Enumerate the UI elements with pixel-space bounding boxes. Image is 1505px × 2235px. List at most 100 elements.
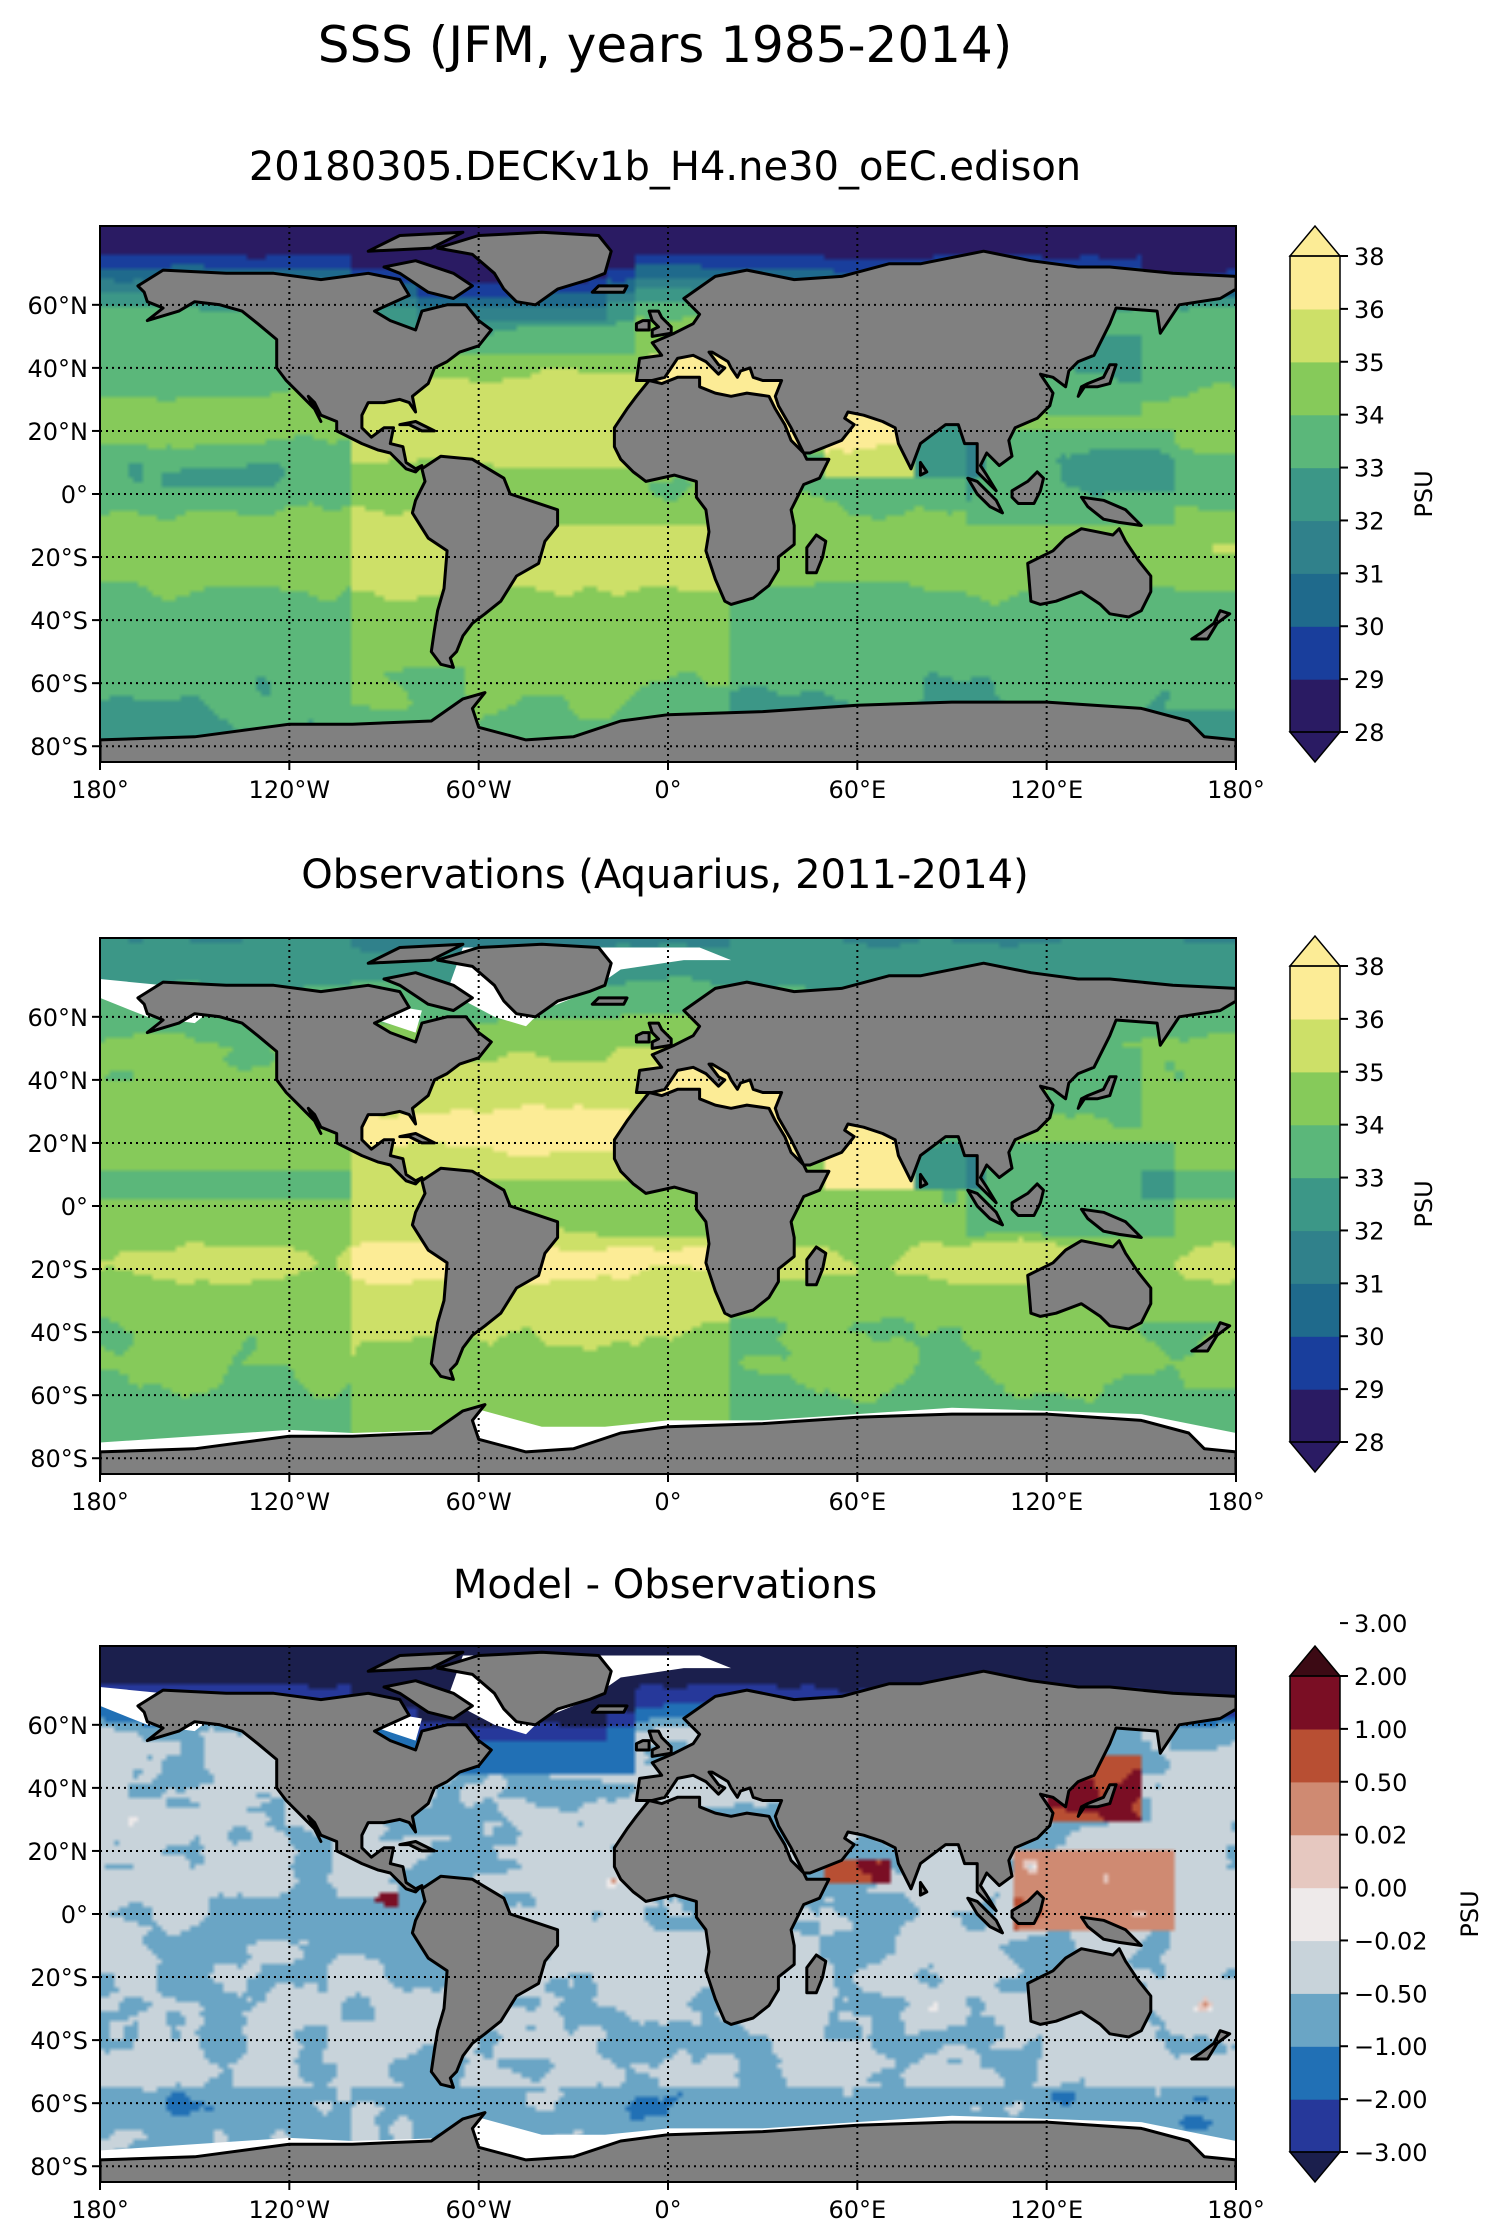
colorbar-band — [1290, 1993, 1340, 2047]
x-tick-label: 0° — [654, 1488, 681, 1516]
x-tick-label: 120°E — [1010, 1488, 1083, 1516]
colorbar-label: PSU — [1410, 470, 1438, 517]
land-madagascar — [805, 1245, 828, 1287]
x-tick-label: 60°W — [446, 776, 512, 804]
land-south-america — [410, 1166, 560, 1381]
colorbar-band — [1290, 1177, 1340, 1232]
x-tick-label: 60°W — [446, 1488, 512, 1516]
land-ellesmere — [366, 1650, 465, 1673]
colorbar-tick-label: 34 — [1354, 402, 1385, 430]
colorbar-tick-label: −0.50 — [1354, 1980, 1428, 2008]
colorbar-obs: 28 29 30 31 32 33 34 35 36 38 PSU — [1288, 934, 1438, 1474]
colorbar-band — [1290, 2046, 1340, 2100]
land-australia — [1026, 527, 1153, 619]
x-tick-label: 180° — [1207, 776, 1265, 804]
colorbar-band — [1290, 626, 1340, 680]
colorbar-extend-min — [1288, 1441, 1342, 1474]
figure-title: SSS (JFM, years 1985-2014) — [318, 16, 1013, 74]
colorbar-tick-label: 28 — [1354, 719, 1385, 747]
panel-title: 20180305.DECKv1b_H4.ne30_oEC.edison — [249, 144, 1081, 190]
land-borneo — [1010, 1890, 1045, 1925]
land-ellesmere — [366, 942, 465, 965]
land-australia — [1026, 1947, 1153, 2039]
land-iceland — [590, 996, 629, 1006]
land-baffin — [382, 971, 474, 1012]
y-tick-label: 60°N — [28, 1004, 89, 1032]
land-north-america — [136, 268, 493, 474]
land-layer — [100, 1650, 1236, 2182]
land-sri-lanka — [918, 461, 929, 477]
colorbar-band — [1290, 256, 1340, 310]
colorbar-band — [1290, 679, 1340, 733]
y-tick-label: 0° — [61, 1193, 88, 1221]
y-tick-label: 40°N — [28, 1067, 89, 1095]
land-greenland — [436, 230, 613, 307]
y-tick-label: 0° — [61, 481, 88, 509]
land-iceland — [590, 284, 629, 294]
y-tick-label: 40°S — [30, 1319, 88, 1347]
land-britain — [647, 1021, 673, 1050]
land-ellesmere — [366, 230, 465, 253]
colorbar-band — [1290, 1071, 1340, 1126]
land-new-guinea — [1079, 1915, 1143, 1947]
colorbar-tick-label: 0.00 — [1354, 1875, 1407, 1903]
y-tick-label: 60°S — [30, 670, 88, 698]
land-new-guinea — [1079, 1207, 1143, 1239]
land-south-america — [410, 454, 560, 669]
panel-diff: Model - Observations 180° 120°W 60°W 0° 60°E 1… — [28, 1562, 1485, 2224]
colorbar-extend-max — [1288, 934, 1342, 967]
land-japan — [1076, 1075, 1118, 1110]
land-south-america — [410, 1874, 560, 2089]
land-antarctica — [100, 2111, 1236, 2182]
colorbar-tick-label: 33 — [1354, 455, 1385, 483]
colorbar-tick-label: 2.00 — [1354, 1663, 1407, 1691]
colorbar-band — [1290, 1887, 1340, 1942]
land-australia — [1026, 1239, 1153, 1331]
panel-obs: Observations (Aquarius, 2011-2014) 180° 12… — [28, 852, 1439, 1516]
y-tick-label: 40°N — [28, 1775, 89, 1803]
land-eurasia — [634, 249, 1236, 493]
land-north-america — [136, 980, 493, 1186]
colorbar-tick-label: 36 — [1354, 296, 1385, 324]
colorbar-tick-label: −0.02 — [1354, 1927, 1428, 1955]
colorbar-label: PSU — [1410, 1180, 1438, 1227]
x-tick-label: 120°W — [249, 776, 331, 804]
x-tick-label: 120°W — [249, 2196, 331, 2224]
y-tick-label: 40°N — [28, 355, 89, 383]
colorbar-tick-label: 3.00 — [1354, 1610, 1407, 1638]
land-baffin — [382, 259, 474, 300]
colorbar-tick-label: 38 — [1354, 243, 1385, 271]
colorbar-band — [1290, 1283, 1340, 1337]
colorbar-frame — [1289, 1675, 1341, 2153]
y-tick-label: 60°S — [30, 2090, 88, 2118]
colorbar-tick-label: 34 — [1354, 1112, 1385, 1140]
land-baffin — [382, 1679, 474, 1720]
colorbar-band — [1290, 1230, 1340, 1284]
colorbar-band — [1290, 520, 1340, 574]
y-tick-label: 20°N — [28, 418, 89, 446]
y-tick-label: 60°N — [28, 1712, 89, 1740]
land-new-zealand — [1190, 1321, 1232, 1353]
panel-title: Model - Observations — [453, 1562, 877, 1608]
colorbar-tick-label: 29 — [1354, 666, 1385, 694]
colorbar-band — [1290, 1124, 1340, 1179]
colorbar-tick-label: 35 — [1354, 349, 1385, 377]
colorbar-band — [1290, 308, 1340, 363]
land-layer — [100, 230, 1236, 762]
colorbar-band — [1290, 1781, 1340, 1836]
colorbar-band — [1290, 1834, 1340, 1889]
colorbar-tick-label: 35 — [1354, 1059, 1385, 1087]
land-africa — [612, 375, 831, 606]
land-britain — [647, 309, 673, 338]
x-tick-label: 180° — [71, 2196, 129, 2224]
land-antarctica — [100, 1403, 1236, 1474]
x-tick-label: 180° — [1207, 2196, 1265, 2224]
colorbar-tick-label: −1.00 — [1354, 2033, 1428, 2061]
colorbar-extend-min — [1288, 731, 1342, 764]
x-tick-label: 120°E — [1010, 776, 1083, 804]
x-tick-label: 0° — [654, 776, 681, 804]
colorbar-band — [1290, 467, 1340, 522]
colorbar-tick-label: 32 — [1354, 1217, 1385, 1245]
y-tick-label: 20°N — [28, 1130, 89, 1158]
